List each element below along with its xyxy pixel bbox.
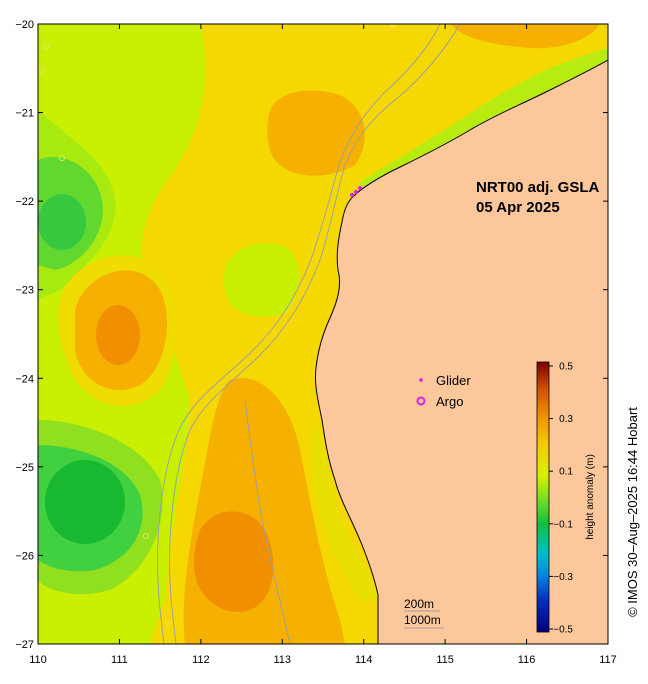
lon-tick-label: 116 bbox=[518, 654, 536, 666]
lat-tick-label: −20 bbox=[15, 19, 34, 31]
land-western-australia bbox=[315, 60, 608, 644]
lat-tick-label: −23 bbox=[15, 285, 34, 297]
sla-low-northwest bbox=[38, 194, 86, 250]
glider-legend-label: Glider bbox=[436, 373, 471, 388]
colorbar: 0.5 0.3 0.1 −0.1 −0.3 −0.5 height anomaly (m) bbox=[536, 361, 596, 636]
argo-floats bbox=[39, 24, 397, 626]
sla-high-west-core bbox=[96, 305, 140, 365]
sla-band-orange-south bbox=[193, 511, 274, 612]
map-title: NRT00 adj. GSLA bbox=[476, 179, 600, 196]
colorbar-tick-label: 0.3 bbox=[559, 414, 573, 425]
lat-tick-label: −24 bbox=[15, 373, 34, 385]
glider-legend-icon bbox=[419, 378, 423, 382]
argo-marker bbox=[39, 67, 45, 73]
sla-band-orange-northeast bbox=[450, 24, 600, 49]
colorbar-title: height anomaly (m) bbox=[585, 454, 596, 540]
glider-point bbox=[358, 186, 362, 190]
argo-marker bbox=[165, 620, 171, 626]
lon-axis: 110 111 112 113 114 115 116 117 bbox=[29, 24, 617, 666]
depth-contour-1000m bbox=[156, 24, 441, 644]
sla-shark-bay-strip bbox=[311, 420, 378, 600]
sla-band-greenish-center bbox=[224, 242, 300, 317]
argo-marker bbox=[143, 533, 149, 539]
lon-tick-label: 112 bbox=[192, 654, 210, 666]
glider-point bbox=[354, 190, 358, 194]
glider-point bbox=[350, 193, 354, 197]
colorbar-ticks: 0.5 0.3 0.1 −0.1 −0.3 −0.5 bbox=[549, 362, 573, 636]
lat-tick-label: −27 bbox=[15, 639, 34, 651]
argo-marker bbox=[59, 155, 65, 161]
lon-tick-label: 113 bbox=[274, 654, 292, 666]
sla-low-southwest bbox=[45, 460, 125, 544]
depth-contour-shelf-south bbox=[244, 399, 291, 644]
argo-legend-icon bbox=[416, 396, 426, 406]
land-north-west-cape bbox=[355, 182, 385, 248]
lon-tick-label: 114 bbox=[355, 654, 373, 666]
sla-coastal-strip-pilbara bbox=[360, 48, 608, 188]
depth-label-200m: 200m bbox=[404, 597, 434, 611]
lat-tick-label: −21 bbox=[15, 108, 34, 120]
lat-tick-label: −22 bbox=[15, 196, 34, 208]
depth-contour-200m bbox=[168, 24, 461, 644]
argo-marker bbox=[43, 44, 49, 50]
lat-axis: −20 −21 −22 −23 −24 −25 −26 −27 bbox=[15, 19, 608, 651]
plot-frame bbox=[37, 23, 609, 645]
glider-track bbox=[350, 186, 362, 197]
credit-text: © IMOS 30–Aug–2025 16:44 Hobart bbox=[625, 407, 640, 617]
lat-tick-label: −26 bbox=[15, 550, 34, 562]
colorbar-gradient bbox=[536, 361, 550, 633]
lat-tick-label: −25 bbox=[15, 462, 34, 474]
lon-tick-label: 111 bbox=[111, 654, 128, 666]
lon-tick-label: 117 bbox=[599, 654, 617, 666]
argo-legend-label: Argo bbox=[436, 394, 463, 409]
coastline bbox=[315, 59, 608, 644]
sla-band-orange-north bbox=[267, 90, 365, 176]
colorbar-tick-label: −0.1 bbox=[553, 519, 573, 530]
argo-marker bbox=[389, 24, 397, 28]
map-date: 05 Apr 2025 bbox=[476, 199, 560, 216]
plot-area bbox=[38, 24, 608, 644]
lon-tick-label: 115 bbox=[436, 654, 454, 666]
colorbar-tick-label: −0.5 bbox=[553, 625, 573, 636]
colorbar-tick-label: −0.3 bbox=[553, 572, 573, 583]
colorbar-tick-label: 0.5 bbox=[559, 362, 573, 373]
argo-marker bbox=[377, 183, 383, 189]
depth-label-1000m: 1000m bbox=[404, 613, 441, 627]
lon-tick-label: 110 bbox=[29, 654, 47, 666]
depth-legend: 200m 1000m bbox=[404, 597, 444, 629]
colorbar-tick-label: 0.1 bbox=[559, 467, 573, 478]
legend: Glider Argo bbox=[416, 373, 471, 409]
